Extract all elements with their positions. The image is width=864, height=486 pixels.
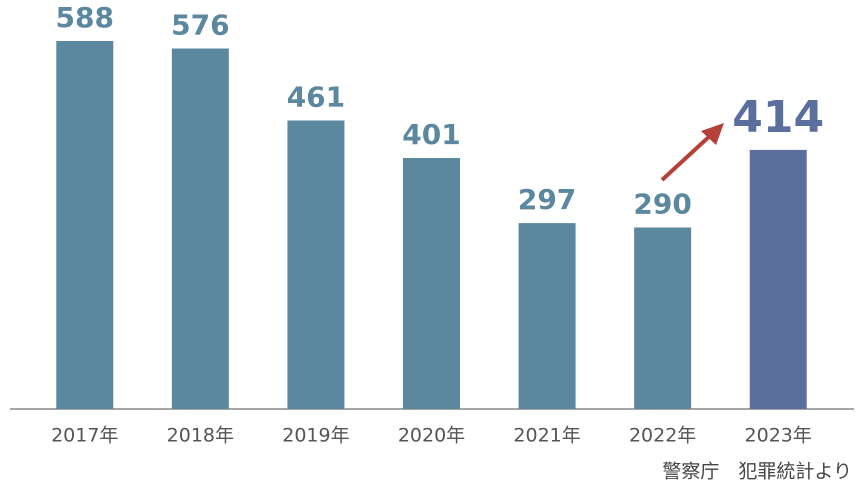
x-tick-label: 2018年: [167, 425, 234, 447]
value-label: 297: [518, 183, 576, 216]
value-label: 414: [732, 92, 824, 143]
x-tick-label: 2017年: [51, 425, 118, 447]
x-tick-label: 2020年: [398, 425, 465, 447]
value-label: 588: [56, 1, 114, 34]
x-tick-label: 2023年: [745, 425, 812, 447]
bar: [403, 158, 460, 409]
source-note: 警察庁 犯罪統計より: [662, 461, 852, 483]
value-label: 461: [287, 80, 345, 113]
bar: [56, 41, 114, 409]
value-label: 401: [402, 118, 460, 151]
value-label: 290: [633, 188, 691, 221]
value-label: 576: [171, 9, 229, 42]
bar: [749, 149, 807, 410]
bar: [287, 120, 345, 409]
x-tick-label: 2019年: [282, 425, 349, 447]
bar: [171, 48, 229, 410]
x-tick-label: 2021年: [513, 425, 580, 447]
x-tick-label: 2022年: [629, 425, 696, 447]
trend-arrow: [660, 123, 724, 182]
bar: [634, 227, 692, 409]
bar: [518, 223, 576, 409]
